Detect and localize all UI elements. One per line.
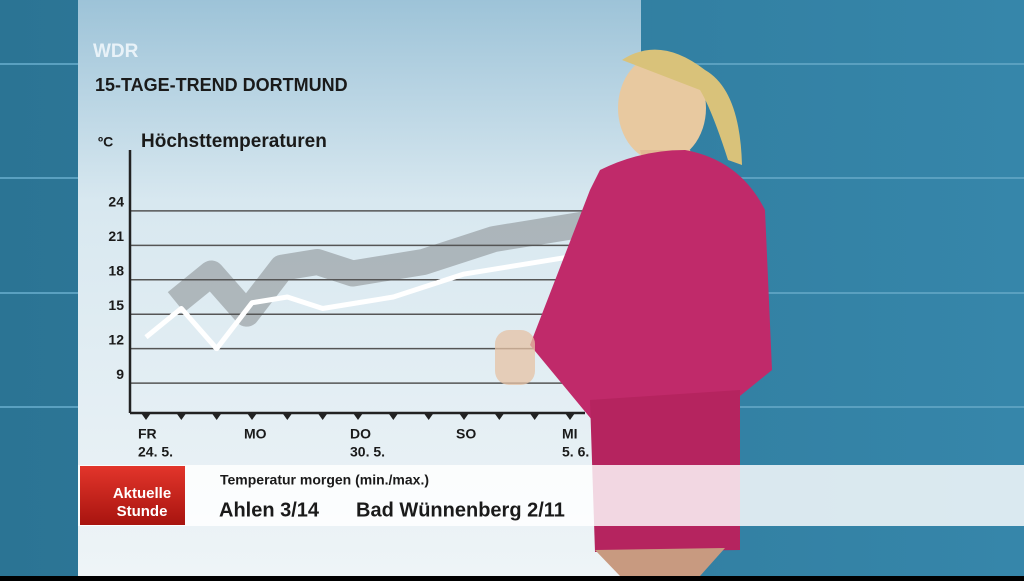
x-tick (247, 413, 257, 420)
x-tick (282, 413, 293, 420)
logo: WDR (93, 41, 139, 62)
plot: 9 12 15 18 21 24 FR 24. 5. MO DO 30. 5. SO MI 5. 6. (108, 150, 603, 460)
x-tick-date: 30. 5. (350, 444, 385, 460)
ticker-item: Bad Wünnenberg 2/11 (356, 499, 565, 521)
x-tick (317, 413, 328, 420)
ticker-item: Ahlen 3/14 (219, 499, 320, 521)
x-tick (141, 413, 151, 420)
x-tick (565, 413, 575, 420)
chart-title: Höchsttemperaturen (141, 131, 327, 152)
x-tick-label: MO (244, 426, 267, 442)
ticker-bar (78, 465, 1024, 526)
y-tick-label: 12 (108, 331, 124, 347)
x-tick (423, 413, 434, 420)
x-tick-date: 5. 6. (562, 444, 589, 460)
y-tick-label: 15 (108, 297, 124, 313)
x-tick-label: SO (456, 426, 476, 442)
x-tick (388, 413, 399, 420)
x-tick (459, 413, 469, 420)
x-tick (494, 413, 505, 420)
x-tick (211, 413, 222, 420)
y-tick-label: 21 (108, 228, 124, 244)
y-tick-label: 18 (108, 262, 124, 278)
x-tick-label: DO (350, 426, 371, 442)
x-tick-label: MI (562, 426, 578, 442)
heading: 15-TAGE-TREND DORTMUND (95, 75, 348, 95)
brand-line: Aktuelle (113, 485, 171, 502)
y-tick-label: 24 (108, 194, 124, 210)
x-tick-label: FR (138, 426, 157, 442)
brand-line: Stunde (117, 503, 168, 520)
y-axis-label: ºC (98, 134, 113, 150)
x-tick-date: 24. 5. (138, 444, 173, 460)
x-tick (353, 413, 363, 420)
temperature-line (144, 254, 571, 352)
y-tick-label: 9 (116, 366, 124, 382)
x-tick (176, 413, 187, 420)
ticker-caption: Temperatur morgen (min./max.) (220, 472, 429, 488)
brand-box (80, 466, 185, 525)
x-tick (529, 413, 540, 420)
